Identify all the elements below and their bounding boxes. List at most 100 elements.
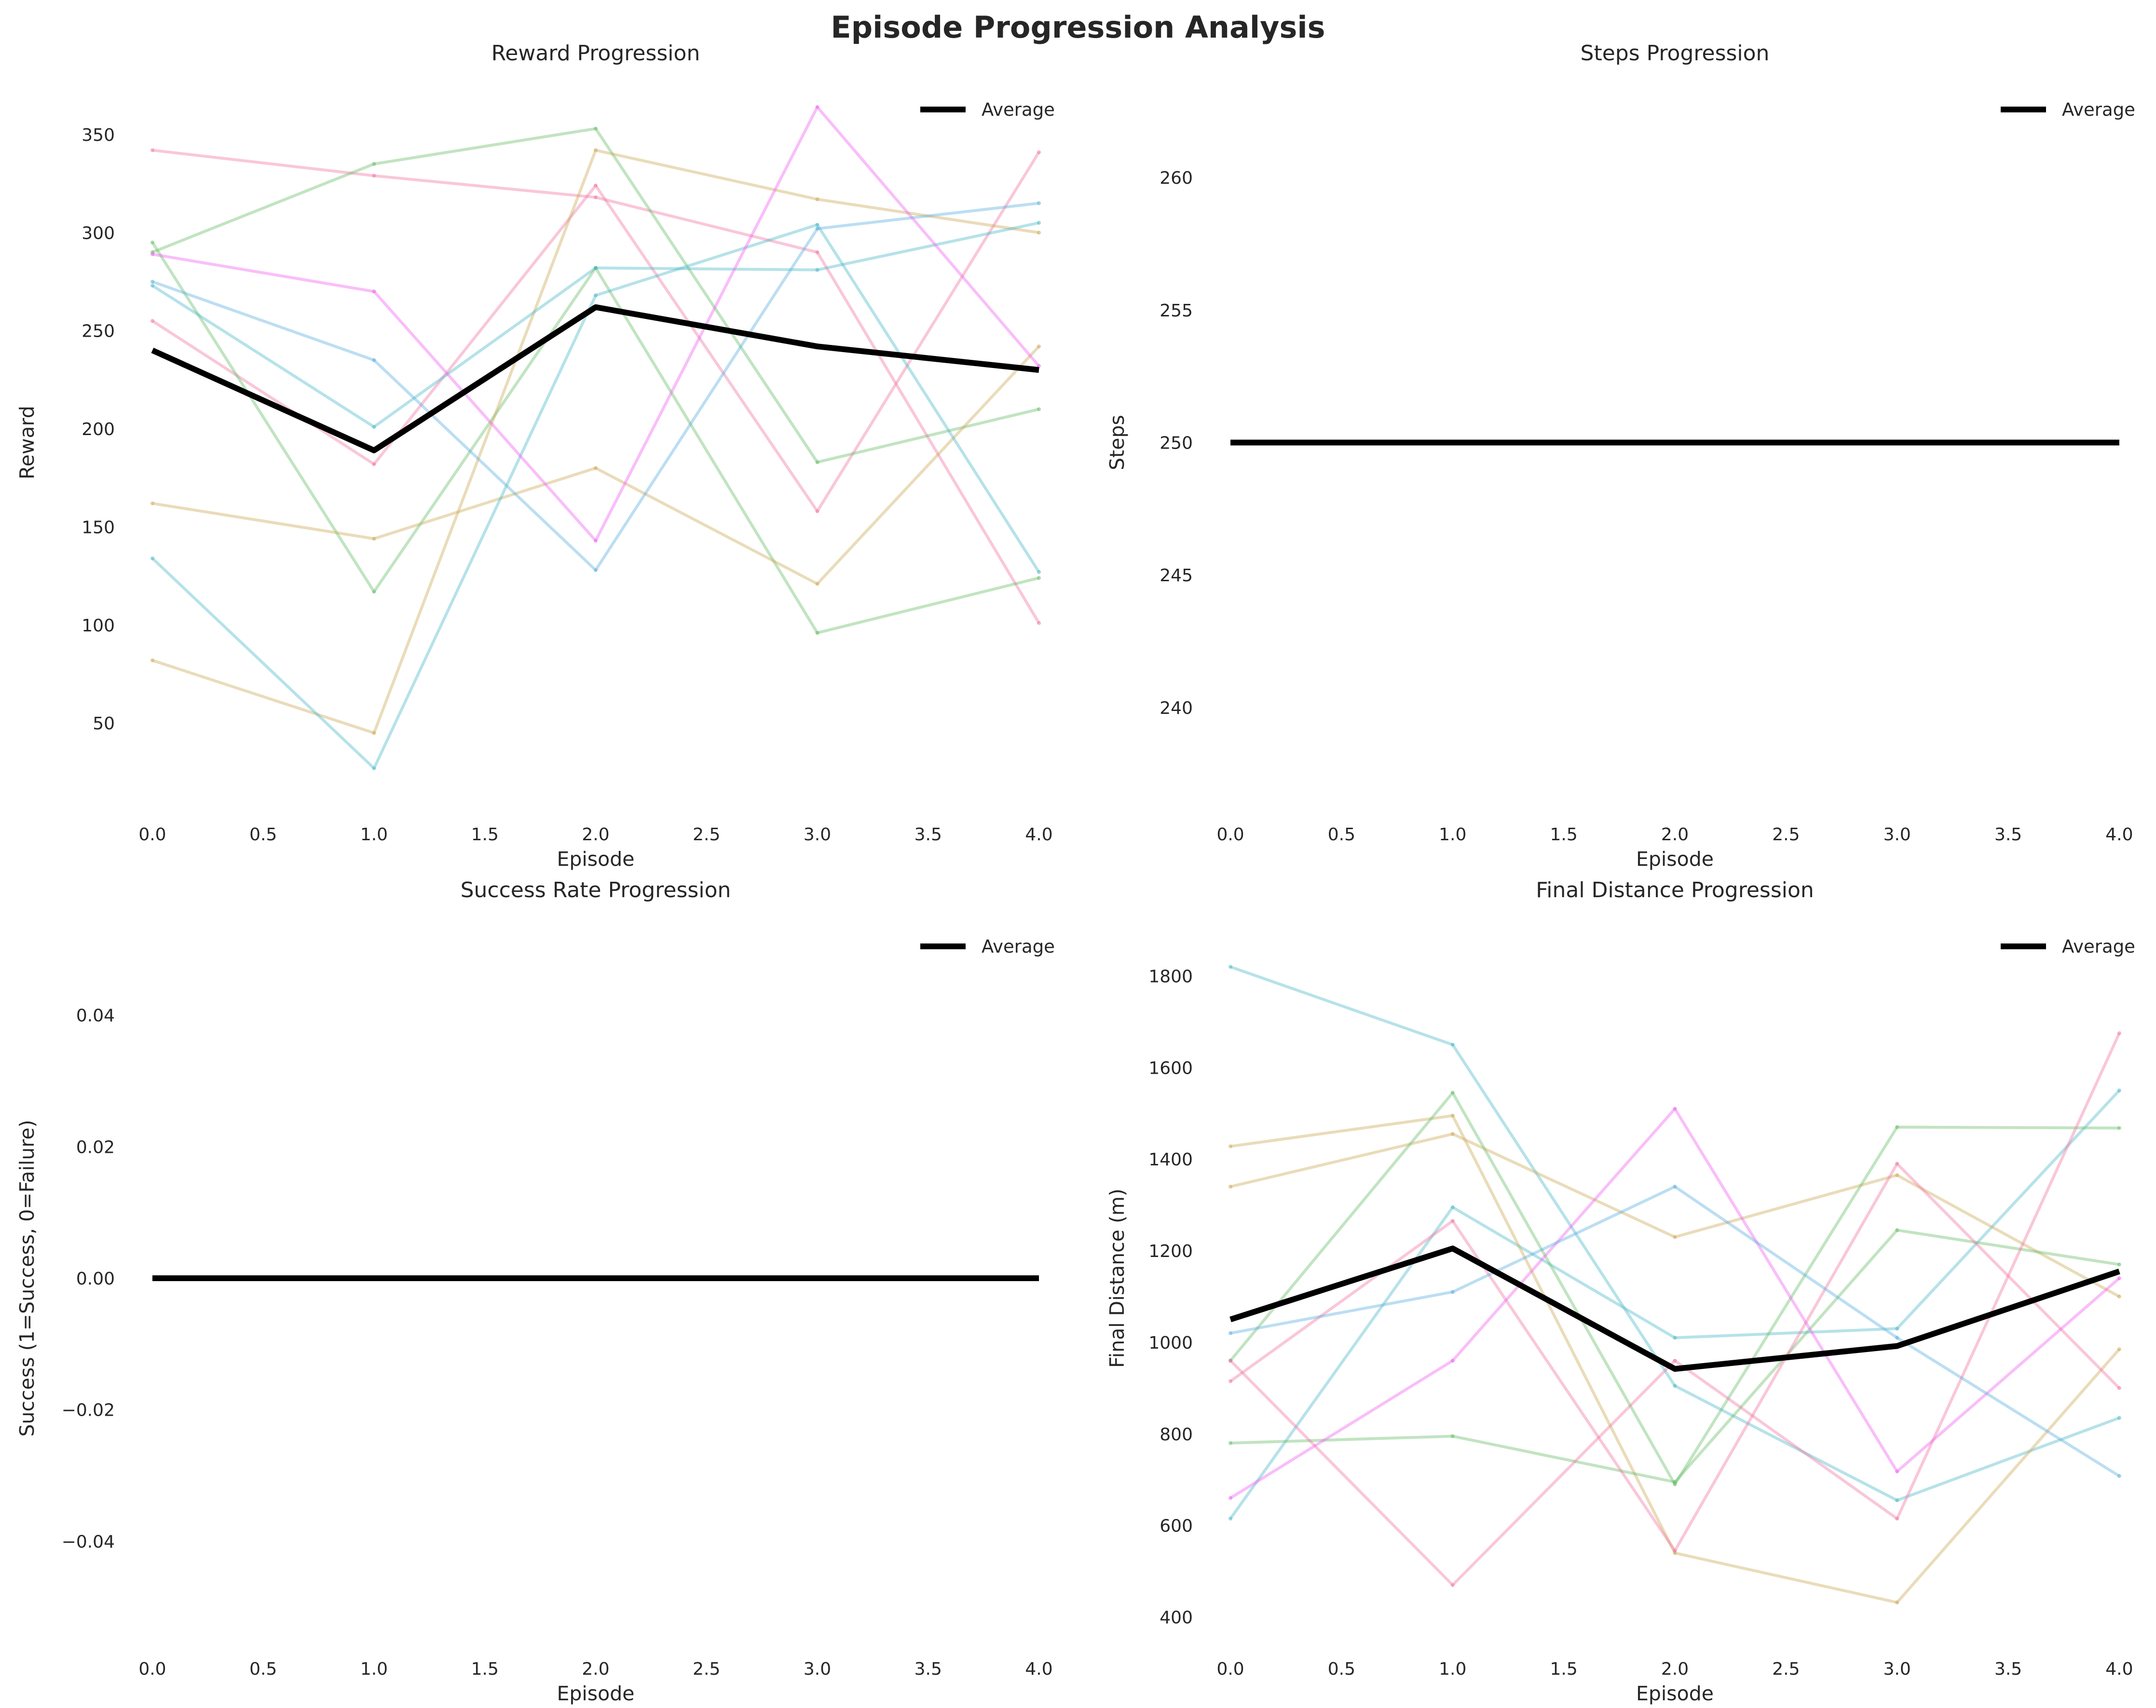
- reward-run-6-point: [594, 148, 598, 152]
- success-xtick-label: 2.5: [693, 1659, 720, 1679]
- distance-xtick-label: 1.5: [1550, 1659, 1578, 1679]
- distance-run-8-point: [1450, 1219, 1455, 1223]
- reward-run-7-point: [594, 293, 598, 298]
- distance-run-10-point: [2117, 1474, 2121, 1478]
- steps-xtick-label: 0.5: [1328, 825, 1355, 845]
- steps-ytick-label: 255: [1160, 301, 1193, 321]
- reward-run-3-point: [1037, 407, 1041, 411]
- steps-title: Steps Progression: [1581, 41, 1770, 66]
- reward-run-5-point: [372, 536, 376, 541]
- reward-run-8-point: [150, 284, 154, 288]
- reward-title: Reward Progression: [491, 41, 700, 66]
- steps-ylabel: Steps: [1105, 415, 1129, 470]
- distance-xtick-label: 3.5: [1994, 1659, 2022, 1679]
- success-xtick-label: 1.0: [360, 1659, 388, 1679]
- reward-ytick-label: 100: [82, 616, 115, 636]
- reward-run-1-point: [372, 174, 376, 178]
- success-ytick-label: 0.00: [76, 1269, 115, 1289]
- steps-ytick-label: 240: [1160, 698, 1193, 718]
- distance-run-8-point: [2117, 1386, 2121, 1390]
- figure-title: Episode Progression Analysis: [831, 10, 1325, 45]
- reward-run-10-point: [150, 252, 154, 257]
- steps-xtick-label: 4.0: [2105, 825, 2133, 845]
- distance-run-3-point: [1450, 1113, 1455, 1118]
- distance-run-7-point: [2117, 1031, 2121, 1036]
- reward-run-8-point: [815, 268, 819, 272]
- reward-panel: Reward Progression 0.0 0.5 1.0 1.5 2.0 2.5 3.0 3…: [15, 41, 1055, 871]
- distance-run-6-point: [1228, 1441, 1233, 1445]
- steps-xtick-label: 3.5: [1994, 825, 2022, 845]
- distance-run-4-point: [1673, 1235, 1677, 1239]
- legend-average-label: Average: [982, 936, 1055, 957]
- distance-xtick-label: 0.0: [1216, 1659, 1244, 1679]
- reward-legend: Average: [920, 99, 1055, 120]
- reward-run-5-point: [1037, 344, 1041, 349]
- reward-run-10-point: [372, 289, 376, 294]
- steps-ytick-label: 260: [1160, 168, 1193, 188]
- distance-title: Final Distance Progression: [1536, 878, 1814, 902]
- reward-run-8-point: [372, 424, 376, 429]
- distance-run-6-point: [2117, 1262, 2121, 1267]
- distance-run-10-point: [1895, 1336, 1899, 1340]
- distance-run-5-point: [2117, 1126, 2121, 1130]
- distance-xtick-label: 2.0: [1661, 1659, 1689, 1679]
- distance-ytick-label: 400: [1160, 1608, 1193, 1628]
- distance-average-line: [1229, 1245, 2120, 1372]
- distance-run-6-point: [1673, 1480, 1677, 1484]
- distance-run-9-point: [2117, 1276, 2121, 1280]
- reward-xtick-label: 3.5: [914, 825, 942, 845]
- reward-run-5-point: [594, 466, 598, 470]
- reward-run-9-point: [150, 279, 154, 284]
- steps-legend: Average: [2001, 99, 2135, 120]
- steps-xtick-label: 1.5: [1550, 825, 1578, 845]
- reward-run-4-point: [150, 240, 154, 245]
- reward-run-3-point: [815, 460, 819, 465]
- legend-average-label: Average: [2062, 936, 2135, 957]
- distance-xtick-label: 1.0: [1439, 1659, 1466, 1679]
- legend-average-label: Average: [2062, 99, 2135, 120]
- distance-run-9-point: [1450, 1358, 1455, 1363]
- success-xtick-label: 4.0: [1025, 1659, 1052, 1679]
- reward-ytick-label: 50: [93, 714, 115, 734]
- reward-run-3-point: [372, 162, 376, 166]
- reward-run-1-point: [150, 148, 154, 152]
- distance-run-10-point: [1228, 1331, 1233, 1335]
- reward-run-1-point: [815, 250, 819, 254]
- success-title: Success Rate Progression: [461, 878, 731, 902]
- distance-run-4-point: [1895, 1173, 1899, 1177]
- steps-xtick-label: 1.0: [1439, 825, 1466, 845]
- distance-xtick-label: 2.5: [1772, 1659, 1800, 1679]
- distance-run-3-point: [1895, 1600, 1899, 1605]
- reward-run-7-point: [815, 223, 819, 227]
- reward-run-6-point: [372, 731, 376, 735]
- reward-xtick-label: 3.0: [804, 825, 831, 845]
- reward-run-4-point: [1037, 576, 1041, 580]
- reward-run-10-point: [815, 105, 819, 109]
- reward-xtick-label: 4.0: [1025, 825, 1052, 845]
- distance-xlabel: Episode: [1636, 1682, 1714, 1705]
- distance-run-9-point: [1673, 1107, 1677, 1111]
- success-legend: Average: [920, 936, 1055, 957]
- reward-run-9-point: [1037, 201, 1041, 205]
- distance-run-5-point: [1895, 1125, 1899, 1129]
- reward-xlabel: Episode: [557, 847, 634, 871]
- reward-ytick-label: 350: [82, 125, 115, 145]
- success-xtick-label: 2.0: [582, 1659, 609, 1679]
- distance-run-4-point: [2117, 1294, 2121, 1298]
- steps-panel: Steps Progression 0.0 0.5 1.0 1.5 2.0 2.5 3.0 3.…: [1105, 41, 2135, 871]
- reward-ytick-label: 300: [82, 223, 115, 243]
- reward-run-2-point: [815, 509, 819, 513]
- reward-xtick-label: 0.5: [249, 825, 277, 845]
- distance-run-4-point: [1228, 1185, 1233, 1189]
- reward-run-6-point: [815, 197, 819, 202]
- distance-run-7-point: [1895, 1517, 1899, 1521]
- distance-run-10-point: [1673, 1185, 1677, 1189]
- distance-ytick-label: 600: [1160, 1517, 1193, 1536]
- distance-run-8-point: [1895, 1161, 1899, 1166]
- distance-run-2-point: [1450, 1205, 1455, 1209]
- reward-ytick-label: 200: [82, 420, 115, 439]
- distance-legend: Average: [2001, 936, 2135, 957]
- distance-run-1-point: [1450, 1042, 1455, 1047]
- distance-run-2-point: [1673, 1336, 1677, 1340]
